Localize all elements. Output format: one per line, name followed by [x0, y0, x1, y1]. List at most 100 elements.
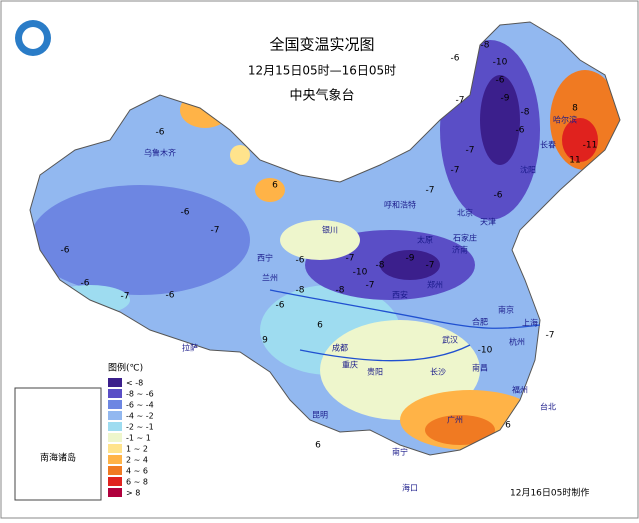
- temperature-value: -10: [353, 268, 368, 278]
- city-label: 杭州: [509, 337, 525, 347]
- city-label: 北京: [457, 208, 473, 218]
- temperature-value: -11: [583, 141, 598, 151]
- legend-swatch: [108, 455, 122, 464]
- legend-label: 4 ~ 6: [126, 467, 148, 476]
- city-label: 昆明: [312, 411, 328, 420]
- city-label: 沈阳: [520, 165, 536, 175]
- temperature-value: -7: [451, 166, 460, 176]
- temperature-value: -9: [406, 254, 415, 264]
- temperature-value: -6: [181, 208, 190, 218]
- temperature-value: -6: [296, 256, 305, 266]
- legend-title: 图例(℃): [108, 362, 143, 374]
- temperature-value: 8: [572, 104, 578, 114]
- inset-label: 南海诸岛: [40, 452, 76, 464]
- legend-label: > 8: [126, 489, 140, 498]
- temperature-value: -6: [156, 128, 165, 138]
- city-label: 重庆: [342, 360, 358, 370]
- temperature-value: -8: [481, 41, 490, 51]
- city-label: 兰州: [262, 273, 278, 283]
- temperature-value: -6: [496, 76, 505, 86]
- title: 全国变温实况图: [269, 36, 374, 54]
- issuer: 中央气象台: [289, 88, 354, 104]
- temperature-value: -10: [493, 58, 508, 68]
- legend-swatch: [108, 433, 122, 442]
- temperature-value: -8: [376, 261, 385, 271]
- temperature-value: 6: [505, 421, 511, 431]
- legend-swatch: [108, 477, 122, 486]
- legend-label: 1 ~ 2: [126, 445, 148, 454]
- legend-label: -2 ~ -1: [126, 423, 154, 432]
- legend-swatch: [108, 411, 122, 420]
- temperature-value: -6: [81, 279, 90, 289]
- city-label: 太原: [417, 235, 433, 245]
- temperature-value: -7: [426, 261, 435, 271]
- temperature-value: -7: [546, 331, 555, 341]
- temperature-value: -9: [501, 94, 510, 104]
- legend-label: < -8: [126, 379, 143, 388]
- legend-swatch: [108, 444, 122, 453]
- legend-label: 6 ~ 8: [126, 478, 148, 487]
- temperature-value: 6: [315, 441, 321, 451]
- city-label: 海口: [402, 483, 418, 493]
- city-label: 福州: [512, 386, 528, 395]
- city-label: 长沙: [430, 367, 446, 377]
- legend-label: -8 ~ -6: [126, 390, 154, 399]
- temperature-value: -7: [426, 186, 435, 196]
- subtitle: 12月15日05时—16日05时: [248, 64, 396, 78]
- temperature-value: -10: [478, 346, 493, 356]
- city-label: 南京: [498, 305, 514, 315]
- temperature-value: -6: [61, 246, 70, 256]
- inset-box: [14, 387, 102, 501]
- temperature-value: -7: [456, 96, 465, 106]
- city-label: 武汉: [442, 335, 458, 345]
- city-label: 南宁: [392, 447, 408, 457]
- temperature-value: -7: [211, 226, 220, 236]
- rivers: [269, 289, 541, 362]
- temperature-value: 11: [569, 156, 580, 166]
- city-label: 南昌: [472, 363, 488, 373]
- logo-inner: [22, 27, 44, 49]
- city-label: 上海: [522, 318, 538, 328]
- city-label: 济南: [452, 245, 468, 255]
- legend-label: -1 ~ 1: [126, 434, 151, 443]
- temperature-value: -6: [494, 191, 503, 201]
- legend-swatch: [108, 488, 122, 497]
- city-label: 哈尔滨: [553, 115, 577, 125]
- legend-swatch: [108, 400, 122, 409]
- city-label: 拉萨: [182, 343, 198, 353]
- legend-label: -4 ~ -2: [126, 412, 154, 421]
- temperature-value: -6: [516, 126, 525, 136]
- temperature-value: 9: [262, 336, 268, 346]
- legend-swatch: [108, 389, 122, 398]
- legend-swatch: [108, 422, 122, 431]
- city-label: 银川: [322, 225, 338, 235]
- city-label: 天津: [480, 217, 496, 227]
- temperature-value: -8: [521, 108, 530, 118]
- temperature-value: -6: [166, 291, 175, 301]
- temperature-value: -6: [451, 54, 460, 64]
- temperature-value: -7: [121, 292, 130, 302]
- temperature-value: -8: [296, 286, 305, 296]
- city-label: 乌鲁木齐: [144, 148, 176, 158]
- city-label: 西安: [392, 290, 408, 300]
- city-label: 郑州: [427, 280, 443, 290]
- temperature-value: -7: [346, 254, 355, 264]
- city-label: 台北: [540, 402, 556, 412]
- temperature-value: -6: [276, 301, 285, 311]
- temperature-value: 6: [272, 181, 278, 191]
- city-label: 长春: [540, 140, 556, 150]
- labels: 乌鲁木齐拉萨西宁兰州银川呼和浩特北京天津石家庄太原济南郑州西安成都重庆贵阳昆明南…: [61, 41, 598, 493]
- legend-swatch: [108, 378, 122, 387]
- legend-label: 2 ~ 4: [126, 456, 148, 465]
- city-label: 呼和浩特: [384, 200, 416, 210]
- city-label: 成都: [332, 343, 348, 353]
- temperature-value: -7: [466, 146, 475, 156]
- legend-label: -6 ~ -4: [126, 401, 154, 410]
- temperature-value: 6: [317, 321, 323, 331]
- city-label: 西宁: [257, 253, 273, 263]
- city-label: 贵阳: [367, 367, 383, 377]
- temperature-value: -8: [336, 286, 345, 296]
- legend-swatch: [108, 466, 122, 475]
- city-label: 合肥: [472, 317, 488, 327]
